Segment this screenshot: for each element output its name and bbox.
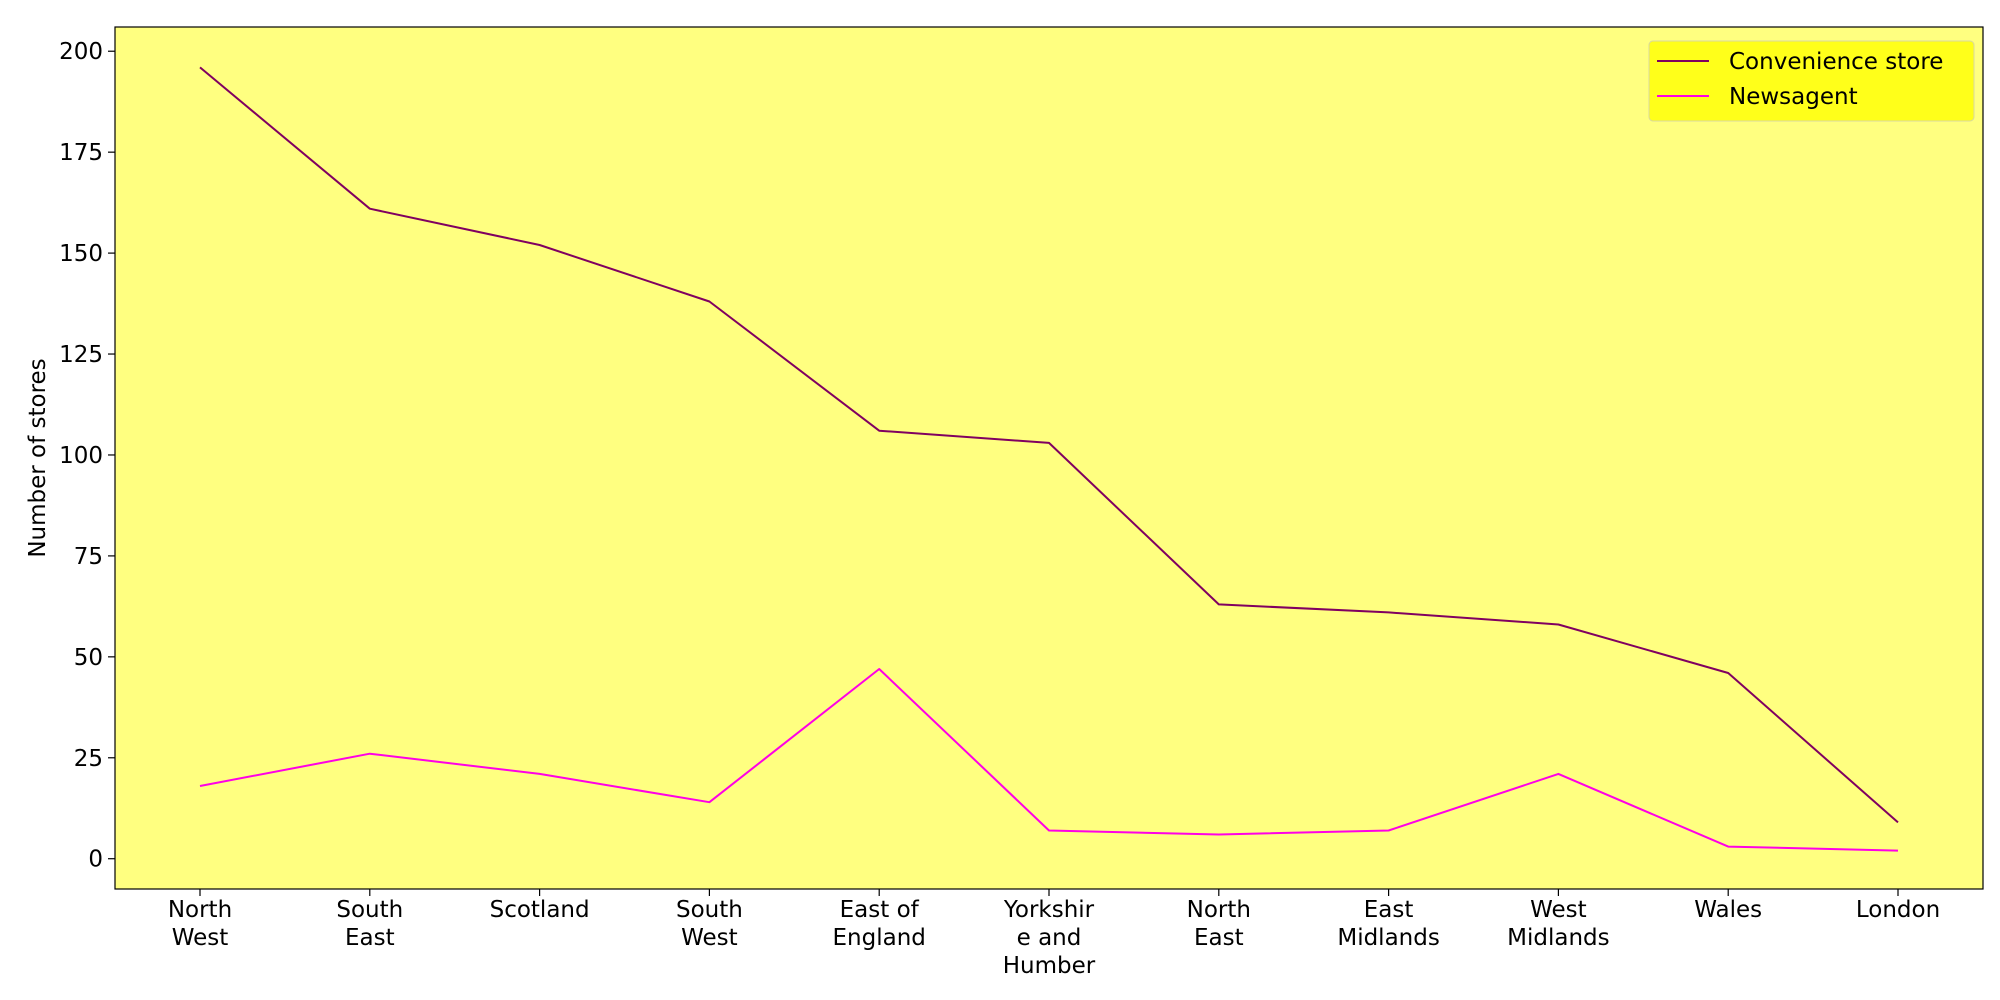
y-tick-label: 175: [59, 140, 103, 166]
x-tick-label: East of England: [833, 897, 926, 951]
y-tick-label: 100: [59, 443, 103, 469]
legend-label-convenience-store: Convenience store: [1729, 49, 1943, 75]
x-tick-label: North West: [168, 897, 232, 951]
x-tick-label: East Midlands: [1337, 897, 1439, 951]
y-tick-label: 150: [59, 241, 103, 267]
series-line-newsagent: [199, 668, 1899, 852]
y-tick-label: 200: [59, 39, 103, 65]
y-axis-label: Number of stores: [25, 358, 51, 557]
y-tick-label: 0: [88, 847, 103, 873]
legend-box: [1648, 40, 1975, 122]
x-tick-label: Scotland: [490, 897, 590, 923]
x-tick-label: Wales: [1694, 897, 1762, 923]
x-tick-label: Yorkshir e and Humber: [1003, 897, 1096, 979]
x-tick-label: London: [1856, 897, 1940, 923]
plot-background: [114, 26, 1984, 890]
x-tick-label: South West: [676, 897, 743, 951]
y-tick-label: 125: [59, 342, 103, 368]
series-lines: [199, 66, 1899, 852]
legend-label-newsagent: Newsagent: [1729, 84, 1858, 110]
x-tick-label: South East: [336, 897, 403, 951]
x-tick-label: North East: [1187, 897, 1251, 951]
legend: Convenience store Newsagent: [1648, 40, 1975, 122]
x-axis: North West South East Scotland South West East …: [168, 889, 1940, 979]
y-tick-label: 25: [74, 746, 103, 772]
series-line-convenience-store: [199, 66, 1899, 824]
y-tick-label: 75: [74, 544, 103, 570]
y-tick-label: 50: [74, 645, 103, 671]
x-tick-label: West Midlands: [1507, 897, 1609, 951]
y-axis: 0 25 50 75 100 125 150 175 200: [59, 39, 115, 873]
